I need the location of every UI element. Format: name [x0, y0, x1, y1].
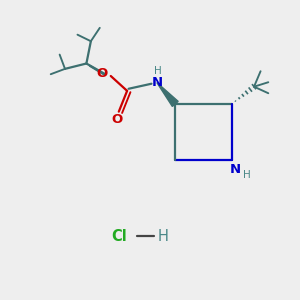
Text: N: N: [230, 164, 241, 176]
Text: H: H: [243, 170, 250, 180]
Text: H: H: [158, 229, 169, 244]
Text: Cl: Cl: [111, 229, 127, 244]
Text: N: N: [151, 76, 162, 89]
Text: O: O: [112, 113, 123, 127]
Text: H: H: [154, 66, 161, 76]
Text: O: O: [97, 67, 108, 80]
Polygon shape: [157, 82, 178, 106]
